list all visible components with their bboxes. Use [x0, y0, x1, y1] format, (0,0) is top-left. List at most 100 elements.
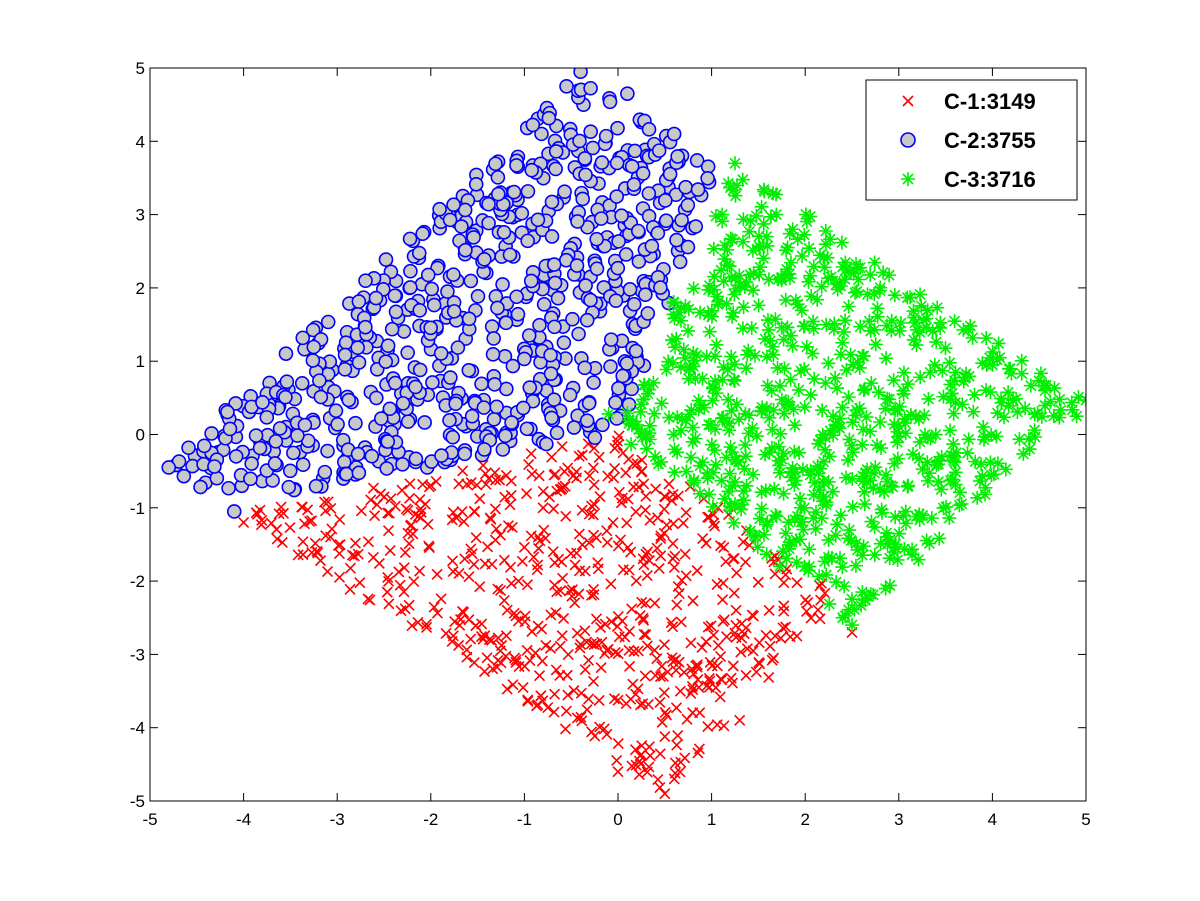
data-point	[534, 535, 546, 547]
data-point	[539, 436, 554, 452]
data-point	[631, 254, 647, 269]
data-point	[708, 629, 720, 641]
data-point	[791, 577, 803, 589]
data-point	[712, 639, 724, 651]
data-point	[997, 410, 1012, 425]
data-point	[651, 456, 666, 471]
data-point	[848, 285, 863, 300]
data-point	[771, 453, 786, 468]
data-point	[351, 355, 367, 370]
data-point	[818, 376, 833, 391]
data-point	[536, 623, 548, 635]
data-point	[566, 420, 582, 435]
data-point	[637, 614, 650, 626]
data-point	[1010, 404, 1025, 419]
data-point	[922, 466, 937, 481]
data-point	[678, 413, 693, 428]
data-point	[587, 509, 599, 521]
data-point	[838, 255, 853, 270]
data-point	[769, 187, 784, 202]
data-point	[743, 213, 758, 228]
data-point	[226, 504, 242, 519]
data-point	[573, 528, 585, 540]
data-point	[787, 444, 802, 459]
data-point	[758, 483, 773, 498]
data-point	[365, 494, 377, 506]
data-point	[952, 485, 967, 500]
data-point	[855, 585, 870, 600]
data-point	[763, 671, 775, 684]
data-point	[695, 371, 710, 386]
data-point	[920, 473, 935, 488]
data-point	[281, 479, 297, 495]
data-point	[795, 248, 810, 263]
data-point	[420, 618, 433, 630]
data-point	[228, 449, 244, 464]
legend-label: C-1:3149	[944, 89, 1036, 114]
data-point	[557, 481, 569, 493]
data-point	[344, 583, 356, 595]
data-point	[594, 155, 610, 170]
data-point	[428, 601, 440, 613]
data-point	[369, 510, 381, 522]
data-point	[653, 280, 668, 295]
data-point	[946, 453, 961, 468]
data-point	[887, 417, 902, 432]
data-point	[702, 324, 717, 339]
data-point	[739, 478, 754, 493]
data-point	[799, 339, 814, 354]
data-point	[611, 381, 626, 396]
data-point	[815, 427, 830, 442]
data-point	[728, 587, 740, 599]
data-point	[297, 536, 309, 548]
data-point	[806, 314, 821, 329]
data-point	[707, 269, 722, 284]
data-point	[728, 475, 743, 490]
data-point	[659, 706, 671, 719]
data-point	[481, 196, 496, 212]
data-point	[933, 320, 948, 335]
data-point	[724, 403, 739, 418]
data-point	[898, 504, 913, 519]
data-point	[468, 558, 480, 571]
data-point	[578, 167, 593, 183]
data-point	[888, 537, 903, 552]
data-point	[912, 434, 927, 449]
data-point	[714, 473, 729, 488]
data-point	[408, 451, 424, 467]
data-point	[417, 415, 432, 430]
data-point	[575, 638, 587, 650]
x-tick-label: 1	[707, 810, 716, 829]
data-point	[611, 435, 623, 447]
data-point	[522, 380, 538, 395]
data-point	[872, 283, 887, 298]
data-point	[697, 532, 709, 545]
data-point	[545, 609, 557, 621]
data-point	[785, 222, 800, 237]
data-point	[576, 504, 588, 516]
data-point	[519, 421, 535, 437]
y-tick-label: -2	[130, 572, 145, 591]
data-point	[857, 484, 872, 499]
data-point	[800, 605, 813, 617]
data-point	[689, 348, 704, 363]
data-point	[402, 231, 418, 247]
data-point	[641, 122, 657, 137]
data-point	[426, 297, 442, 313]
data-point	[396, 484, 408, 496]
data-point	[560, 705, 573, 717]
data-point	[402, 527, 414, 539]
data-point	[601, 536, 613, 549]
data-point	[1018, 401, 1033, 416]
data-point	[830, 282, 845, 297]
data-point	[704, 303, 719, 318]
data-point	[851, 272, 866, 287]
data-point	[911, 552, 926, 567]
data-point	[382, 571, 394, 583]
data-point	[674, 300, 689, 315]
data-point	[447, 630, 459, 642]
data-point	[1065, 402, 1080, 417]
series-3	[601, 156, 1086, 633]
data-point	[778, 292, 793, 307]
data-point	[788, 465, 803, 480]
